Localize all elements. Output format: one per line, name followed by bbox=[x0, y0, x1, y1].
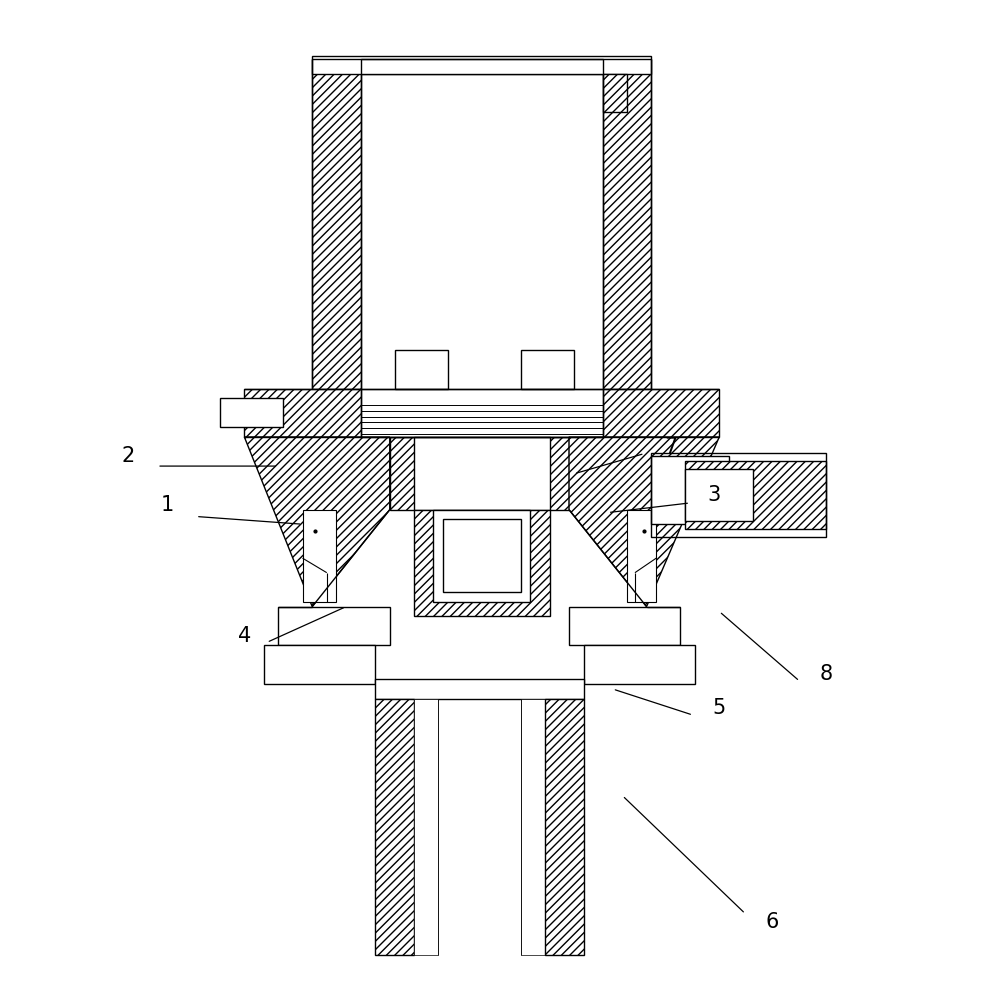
Text: 4: 4 bbox=[238, 626, 251, 646]
Polygon shape bbox=[278, 607, 389, 645]
Text: 2: 2 bbox=[122, 446, 135, 466]
Polygon shape bbox=[376, 699, 414, 955]
Polygon shape bbox=[603, 389, 720, 437]
Polygon shape bbox=[521, 699, 545, 955]
Polygon shape bbox=[303, 510, 336, 602]
Bar bbox=[394, 350, 448, 389]
Polygon shape bbox=[627, 510, 657, 602]
Polygon shape bbox=[603, 59, 652, 389]
Polygon shape bbox=[652, 456, 729, 524]
Polygon shape bbox=[569, 607, 680, 645]
Text: 6: 6 bbox=[766, 912, 780, 932]
Bar bbox=[521, 350, 574, 389]
Bar bbox=[414, 437, 549, 510]
Bar bbox=[313, 56, 652, 74]
Polygon shape bbox=[389, 437, 569, 510]
Polygon shape bbox=[569, 437, 720, 607]
Text: 3: 3 bbox=[708, 485, 721, 505]
Bar bbox=[376, 679, 584, 699]
Bar bbox=[361, 59, 603, 74]
Bar bbox=[361, 74, 603, 389]
Text: 8: 8 bbox=[819, 664, 833, 684]
Polygon shape bbox=[245, 437, 389, 607]
Polygon shape bbox=[414, 699, 438, 955]
Polygon shape bbox=[685, 461, 826, 529]
Polygon shape bbox=[245, 389, 361, 437]
Polygon shape bbox=[584, 645, 695, 684]
Polygon shape bbox=[545, 699, 584, 955]
Text: 5: 5 bbox=[713, 698, 725, 718]
Bar bbox=[434, 510, 530, 602]
Polygon shape bbox=[603, 74, 627, 112]
Polygon shape bbox=[414, 510, 549, 616]
Bar bbox=[361, 389, 603, 437]
Bar bbox=[685, 469, 753, 521]
Text: 7: 7 bbox=[665, 437, 677, 457]
Polygon shape bbox=[313, 59, 361, 389]
Polygon shape bbox=[220, 398, 283, 427]
Text: 1: 1 bbox=[160, 495, 173, 515]
Bar bbox=[443, 519, 521, 592]
Polygon shape bbox=[263, 645, 376, 684]
Bar bbox=[438, 699, 521, 955]
